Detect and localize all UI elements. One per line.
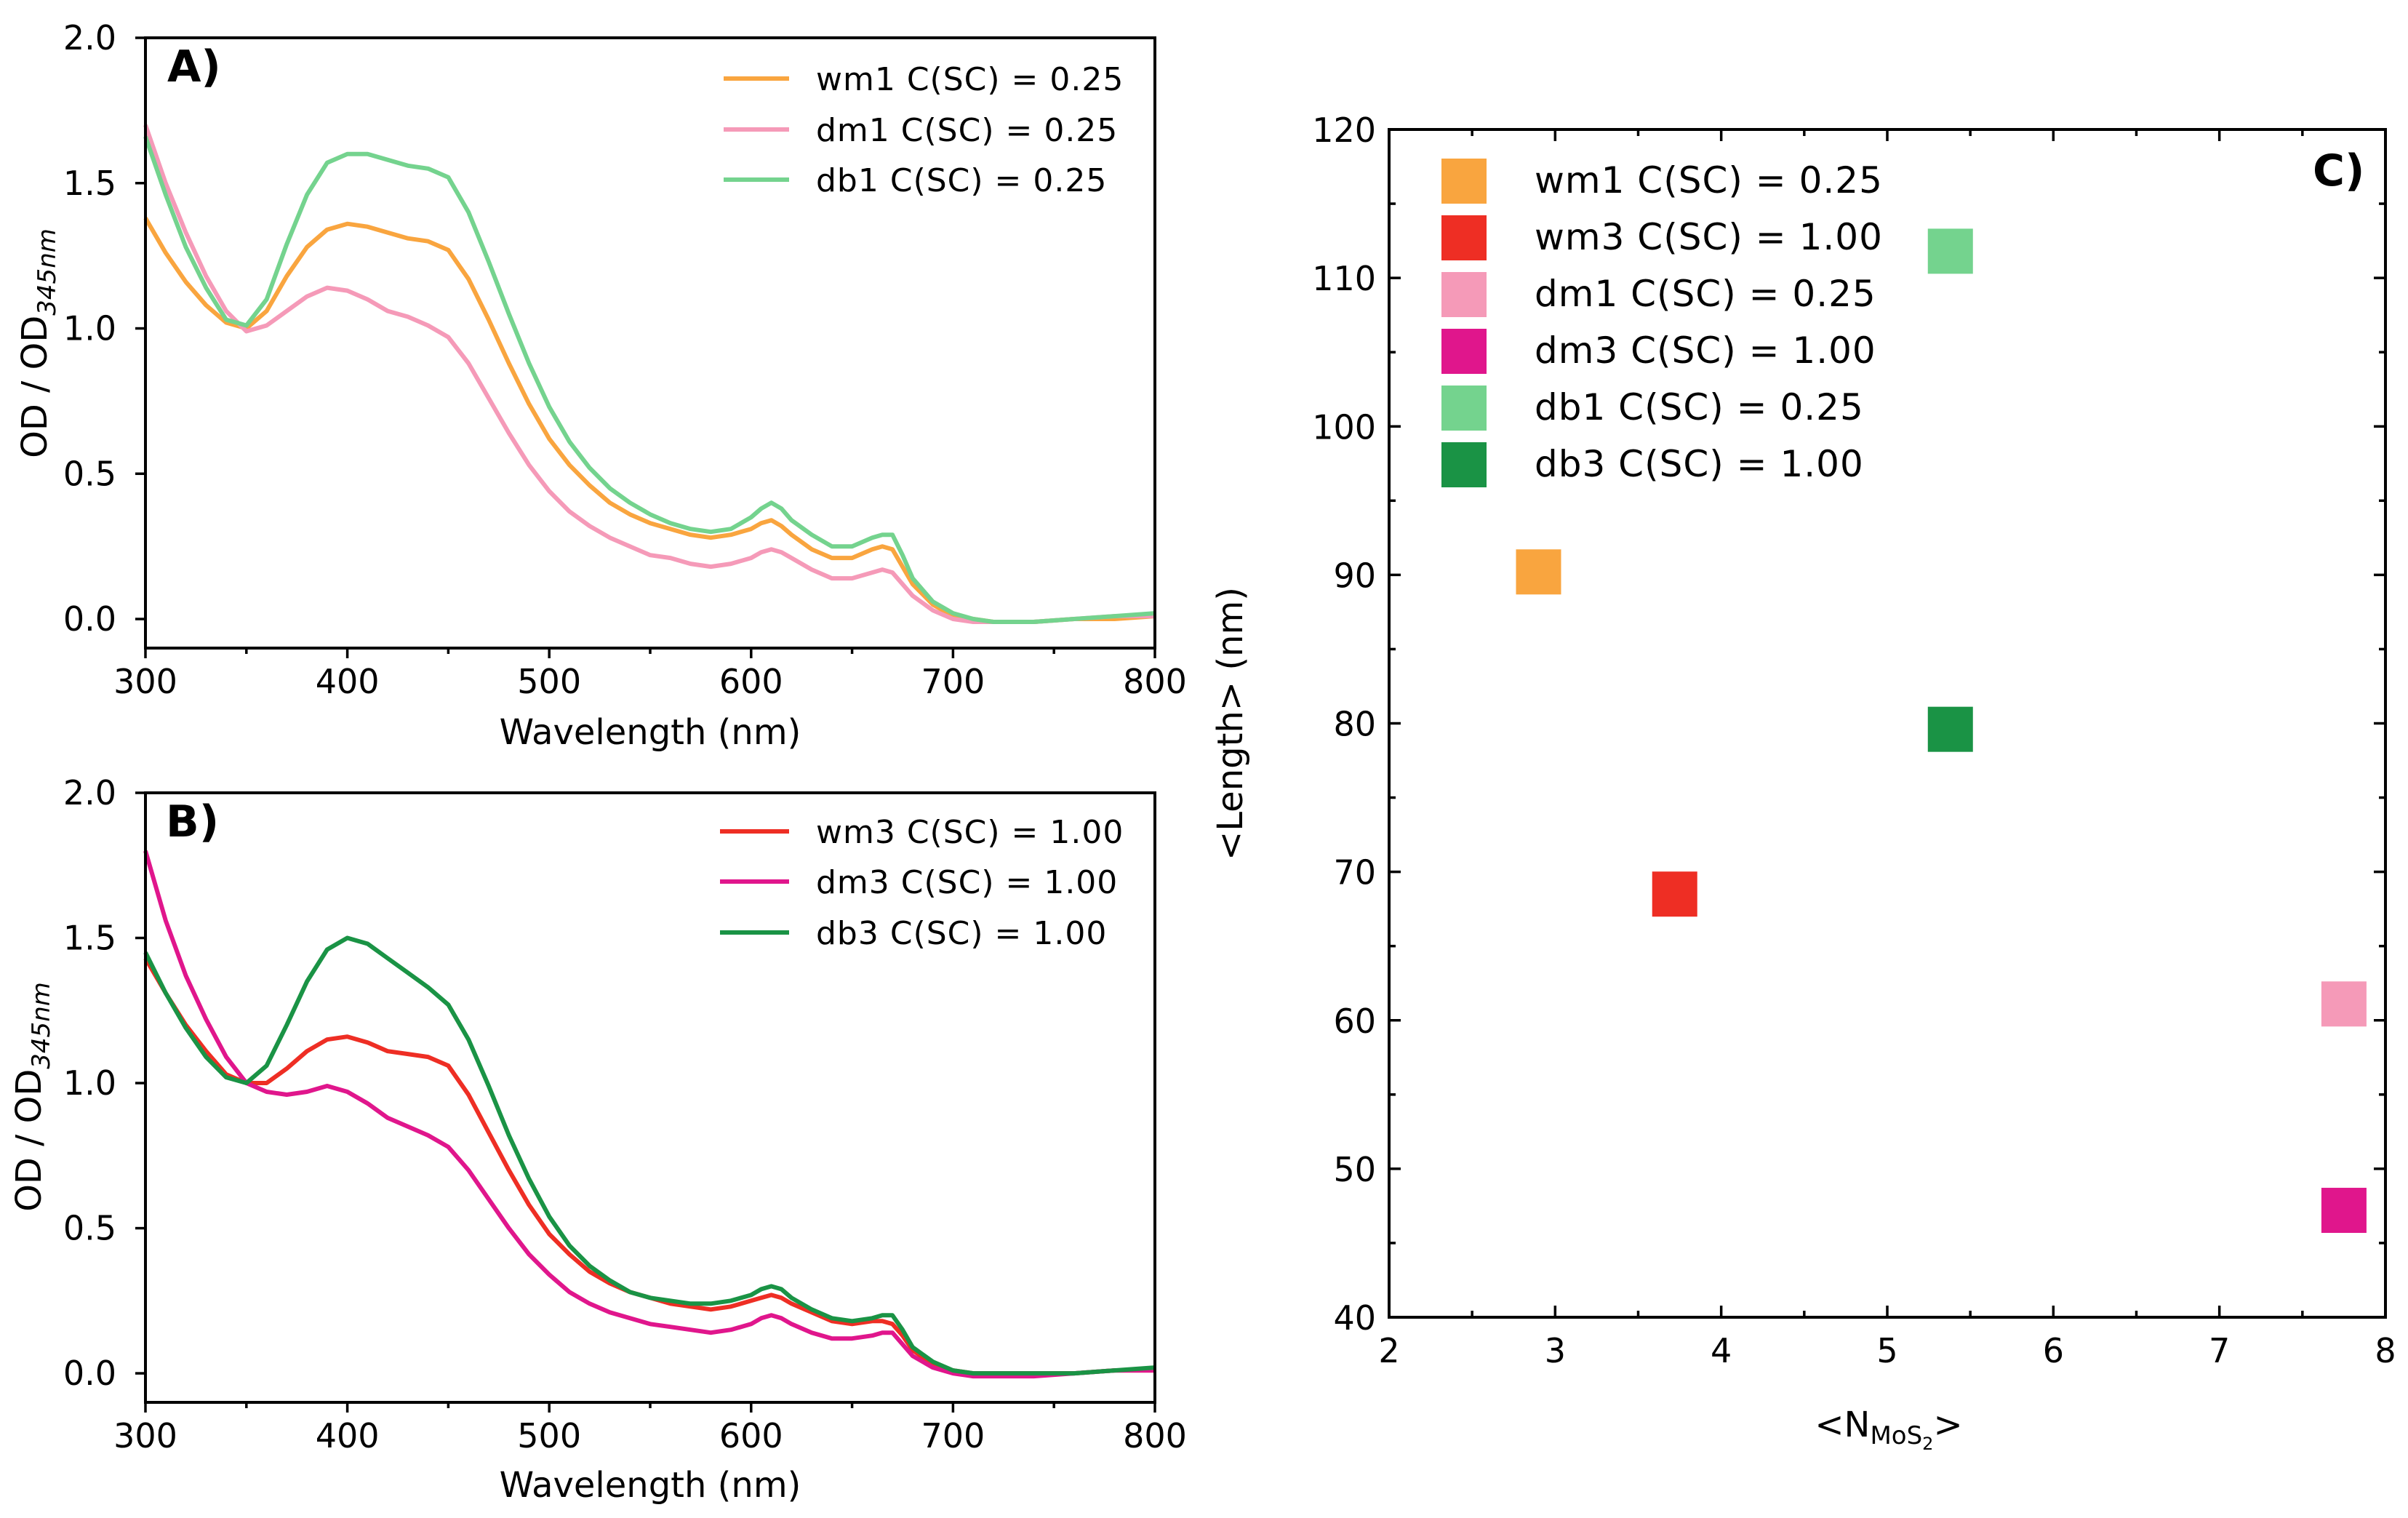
y-tick-label: 2.0 xyxy=(63,773,116,812)
series-line-db3 xyxy=(143,935,1156,1376)
legend-label-c-dm3: dm3 C(SC) = 1.00 xyxy=(1535,329,1876,372)
x-tick-label: 5 xyxy=(1876,1331,1897,1370)
legend-label-c-wm3: wm3 C(SC) = 1.00 xyxy=(1535,216,1883,258)
y-tick-label: 80 xyxy=(1333,705,1376,744)
panel-c-xlabel-sub: MoS xyxy=(1870,1421,1922,1450)
y-tick-label: 1.0 xyxy=(63,1063,116,1103)
legend-label-wm3: wm3 C(SC) = 1.00 xyxy=(816,814,1124,851)
y-tick-label: 120 xyxy=(1312,111,1376,150)
x-tick-label: 3 xyxy=(1545,1331,1566,1370)
y-tick-label: 110 xyxy=(1312,259,1376,298)
y-tick-label: 90 xyxy=(1333,556,1376,595)
y-tick-label: 50 xyxy=(1333,1150,1376,1189)
x-tick-label: 300 xyxy=(113,662,177,701)
y-tick-label: 100 xyxy=(1312,407,1376,447)
legend-marker-db3 xyxy=(1441,442,1487,487)
x-tick-label: 500 xyxy=(517,662,581,701)
y-tick-label: 1.5 xyxy=(63,919,116,958)
scatter-point-db3 xyxy=(1927,706,1973,752)
y-tick-label: 0.0 xyxy=(63,599,116,639)
panel-b-xlabel: Wavelength (nm) xyxy=(500,1465,801,1506)
legend-label-wm1: wm1 C(SC) = 0.25 xyxy=(816,61,1124,98)
x-tick-label: 700 xyxy=(921,662,985,701)
x-tick-label: 600 xyxy=(719,1416,783,1455)
panel-b-legend: wm3 C(SC) = 1.00 dm3 C(SC) = 1.00 db3 C(… xyxy=(720,814,1124,952)
x-tick-label: 700 xyxy=(921,1416,985,1455)
panel-a-xlabel: Wavelength (nm) xyxy=(500,712,801,753)
y-tick-label: 1.5 xyxy=(63,164,116,203)
legend-marker-dm1 xyxy=(1441,272,1487,317)
x-tick-label: 2 xyxy=(1378,1331,1399,1370)
legend-label-c-db1: db1 C(SC) = 0.25 xyxy=(1535,386,1864,428)
x-tick-label: 300 xyxy=(113,1416,177,1455)
x-tick-label: 800 xyxy=(1123,662,1187,701)
panel-a-ylabel: OD / OD345nm xyxy=(15,228,62,458)
y-tick-label: 0.5 xyxy=(63,1209,116,1248)
legend-label-dm1: dm1 C(SC) = 0.25 xyxy=(816,112,1118,149)
x-tick-label: 7 xyxy=(2209,1331,2230,1370)
legend-label-db1: db1 C(SC) = 0.25 xyxy=(816,162,1107,199)
panel-c-label: C) xyxy=(2313,145,2364,196)
legend-label-dm3: dm3 C(SC) = 1.00 xyxy=(816,864,1118,901)
scatter-point-dm1 xyxy=(2321,981,2367,1027)
y-tick-label: 0.0 xyxy=(63,1354,116,1393)
y-tick-label: 60 xyxy=(1333,1002,1376,1041)
scatter-point-wm3 xyxy=(1652,871,1697,917)
panel-b-ylabel-main: OD / OD xyxy=(9,1069,49,1212)
panel-a-ylabel-main: OD / OD xyxy=(15,316,55,458)
x-tick-label: 800 xyxy=(1123,1416,1187,1455)
panel-a-label: A) xyxy=(167,41,221,92)
y-tick-label: 0.5 xyxy=(63,454,116,493)
x-tick-label: 500 xyxy=(517,1416,581,1455)
x-tick-label: 600 xyxy=(719,662,783,701)
series-line-db1 xyxy=(143,135,1156,624)
panel-c-chart: 2 3 4 5 6 7 8 40 50 60 70 80 90 100 110 120 C) <Length>… xyxy=(1210,111,2396,1454)
legend-marker-dm3 xyxy=(1441,329,1487,374)
panel-a-legend: wm1 C(SC) = 0.25 dm1 C(SC) = 0.25 db1 C(… xyxy=(724,61,1124,199)
y-tick-label: 70 xyxy=(1333,853,1376,892)
x-tick-label: 400 xyxy=(316,1416,380,1455)
panel-a-ylabel-sub: 345nm xyxy=(33,228,62,316)
y-tick-label: 1.0 xyxy=(63,309,116,348)
y-tick-label: 2.0 xyxy=(63,18,116,57)
panel-b-chart: 300 400 500 600 700 800 0.0 0.5 1.0 1.5 2.0 B) Wav… xyxy=(9,773,1187,1506)
x-tick-label: 400 xyxy=(316,662,380,701)
legend-marker-wm1 xyxy=(1441,159,1487,204)
legend-marker-wm3 xyxy=(1441,215,1487,260)
x-tick-label: 4 xyxy=(1711,1331,1732,1370)
scatter-point-db1 xyxy=(1927,228,1973,274)
legend-label-db3: db3 C(SC) = 1.00 xyxy=(816,915,1107,952)
y-tick-label: 40 xyxy=(1333,1298,1376,1338)
panel-c-xlabel: <NMoS2> xyxy=(1815,1405,1962,1454)
panel-b-label: B) xyxy=(166,796,219,847)
legend-marker-db1 xyxy=(1441,386,1487,431)
panel-b-ylabel-sub: 345nm xyxy=(27,982,56,1069)
panel-b-ylabel: OD / OD345nm xyxy=(9,982,56,1212)
panel-c-legend: wm1 C(SC) = 0.25 wm3 C(SC) = 1.00 dm1 C(… xyxy=(1441,159,1883,487)
panel-c-xlabel-subsub: 2 xyxy=(1922,1434,1933,1454)
series-line-dm1 xyxy=(143,124,1155,624)
legend-label-c-db3: db3 C(SC) = 1.00 xyxy=(1535,443,1864,485)
scatter-point-wm1 xyxy=(1516,549,1561,595)
legend-label-c-dm1: dm1 C(SC) = 0.25 xyxy=(1535,273,1876,315)
panel-c-xlabel-main: <N xyxy=(1815,1405,1870,1445)
x-tick-label: 6 xyxy=(2043,1331,2064,1370)
legend-label-c-wm1: wm1 C(SC) = 0.25 xyxy=(1535,159,1883,201)
series-line-wm1 xyxy=(143,217,1156,624)
panel-c-ylabel: <Length> (nm) xyxy=(1210,587,1251,860)
scatter-point-dm3 xyxy=(2321,1188,2367,1234)
panel-a-chart: 300 400 500 600 700 800 0.0 0.5 1.0 1.5 2.0 A) Wav… xyxy=(15,18,1187,753)
x-tick-label: 8 xyxy=(2375,1331,2396,1370)
series-line-dm3 xyxy=(143,850,1155,1379)
panel-c-xlabel-end: > xyxy=(1933,1405,1962,1445)
series-line-wm3 xyxy=(143,956,1155,1376)
